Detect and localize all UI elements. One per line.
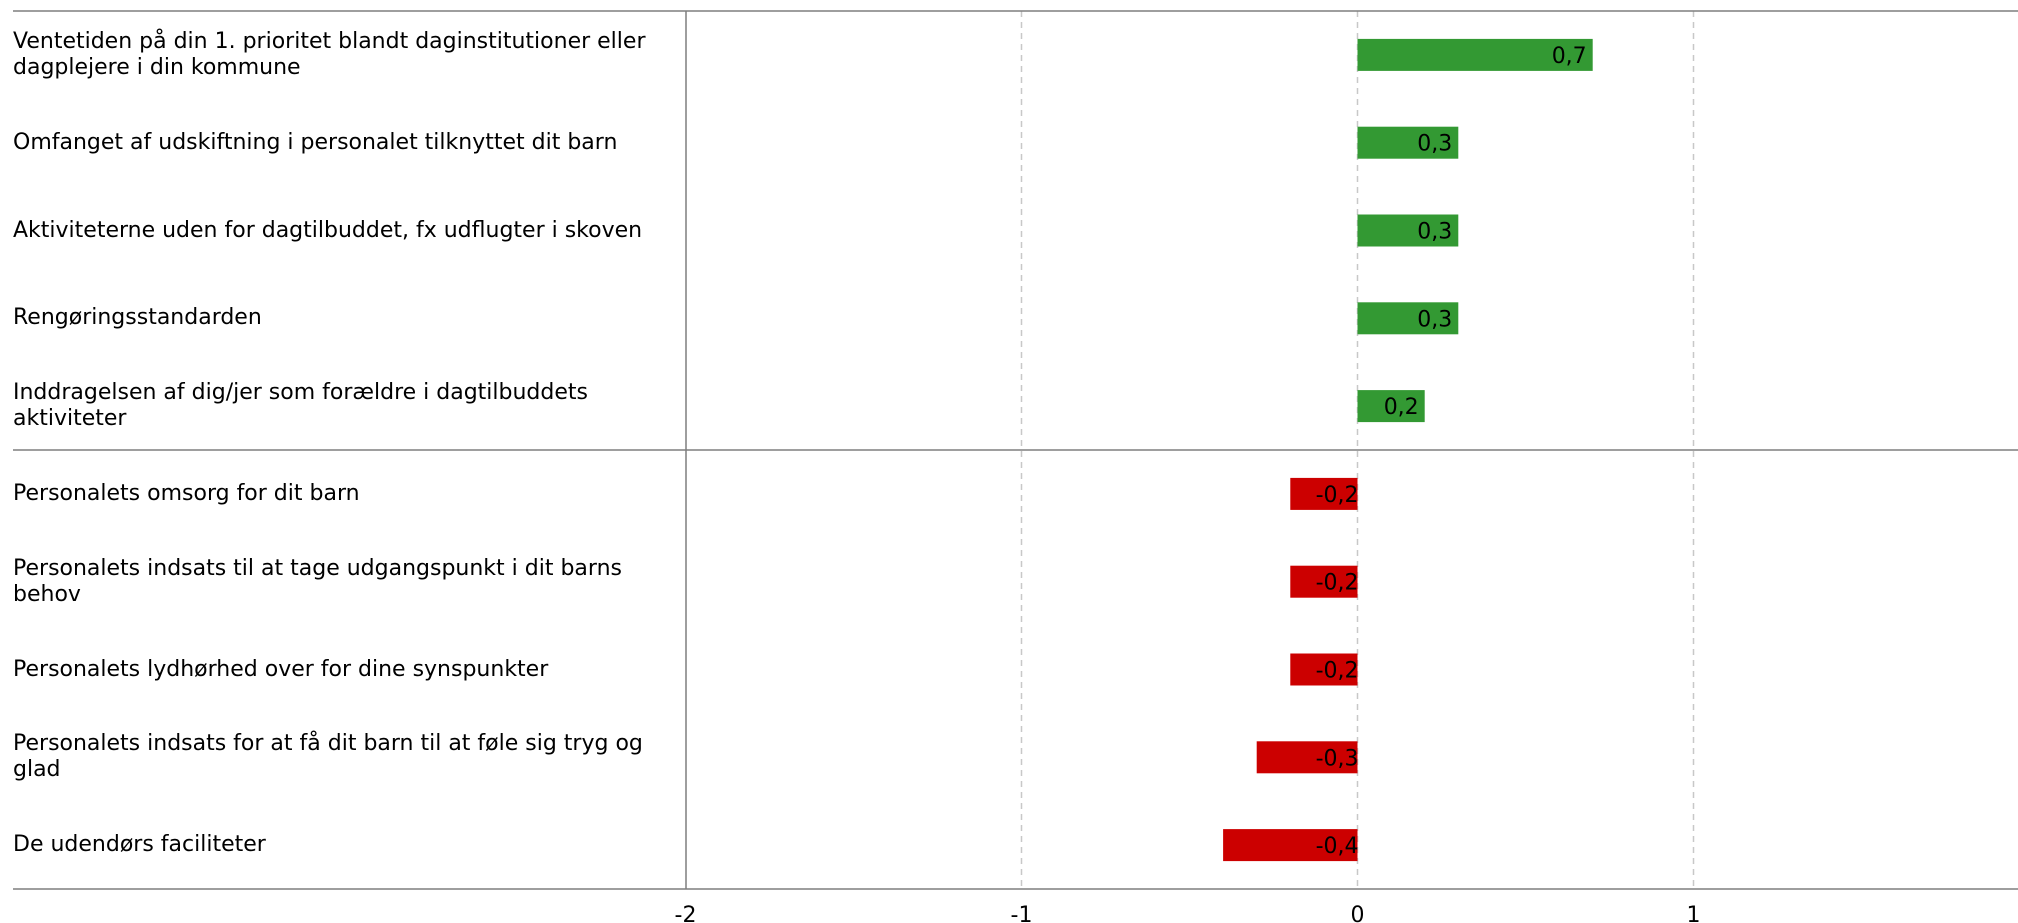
category-label: Aktiviteterne uden for dagtilbuddet, fx … [13,217,643,243]
data-label: 0,2 [1384,395,1419,420]
x-tick-label: 0 [1351,903,1365,923]
data-label: -0,2 [1316,571,1359,596]
bar [1357,302,1459,335]
data-label: -0,2 [1316,483,1359,508]
data-label: -0,4 [1316,834,1359,859]
data-label: 0,3 [1417,307,1452,332]
bar [1223,829,1358,862]
category-label: Personalets indsats til at tage udgangsp… [13,555,622,607]
category-label: Rengøringsstandarden [13,305,262,331]
bar [1290,477,1358,510]
data-label: -0,2 [1316,659,1359,684]
x-tick-label: 1 [1687,903,1701,923]
category-label: Omfanget af udskiftning i personalet til… [13,129,618,155]
bar [1357,126,1459,159]
x-tick-label: -2 [675,903,697,923]
x-tick-label: -1 [1011,903,1033,923]
bar [1357,390,1425,423]
bar [1357,38,1593,71]
category-label: Inddragelsen af dig/jer som forældre i d… [13,380,588,432]
category-label: Personalets indsats for at få dit barn t… [13,731,643,783]
bar [1290,565,1358,598]
bar [1357,214,1459,247]
data-label: 0,3 [1417,220,1452,245]
bar [1256,741,1358,774]
category-label: Personalets omsorg for dit barn [13,480,360,506]
data-label: 0,3 [1417,132,1452,157]
bar [1290,653,1358,686]
data-label: 0,7 [1552,44,1587,69]
category-label: Ventetiden på din 1. prioritet blandt da… [13,28,646,80]
category-label: Personalets lydhørhed over for dine syns… [13,656,549,682]
category-label: De udendørs faciliteter [13,832,266,858]
data-label: -0,3 [1316,746,1359,771]
